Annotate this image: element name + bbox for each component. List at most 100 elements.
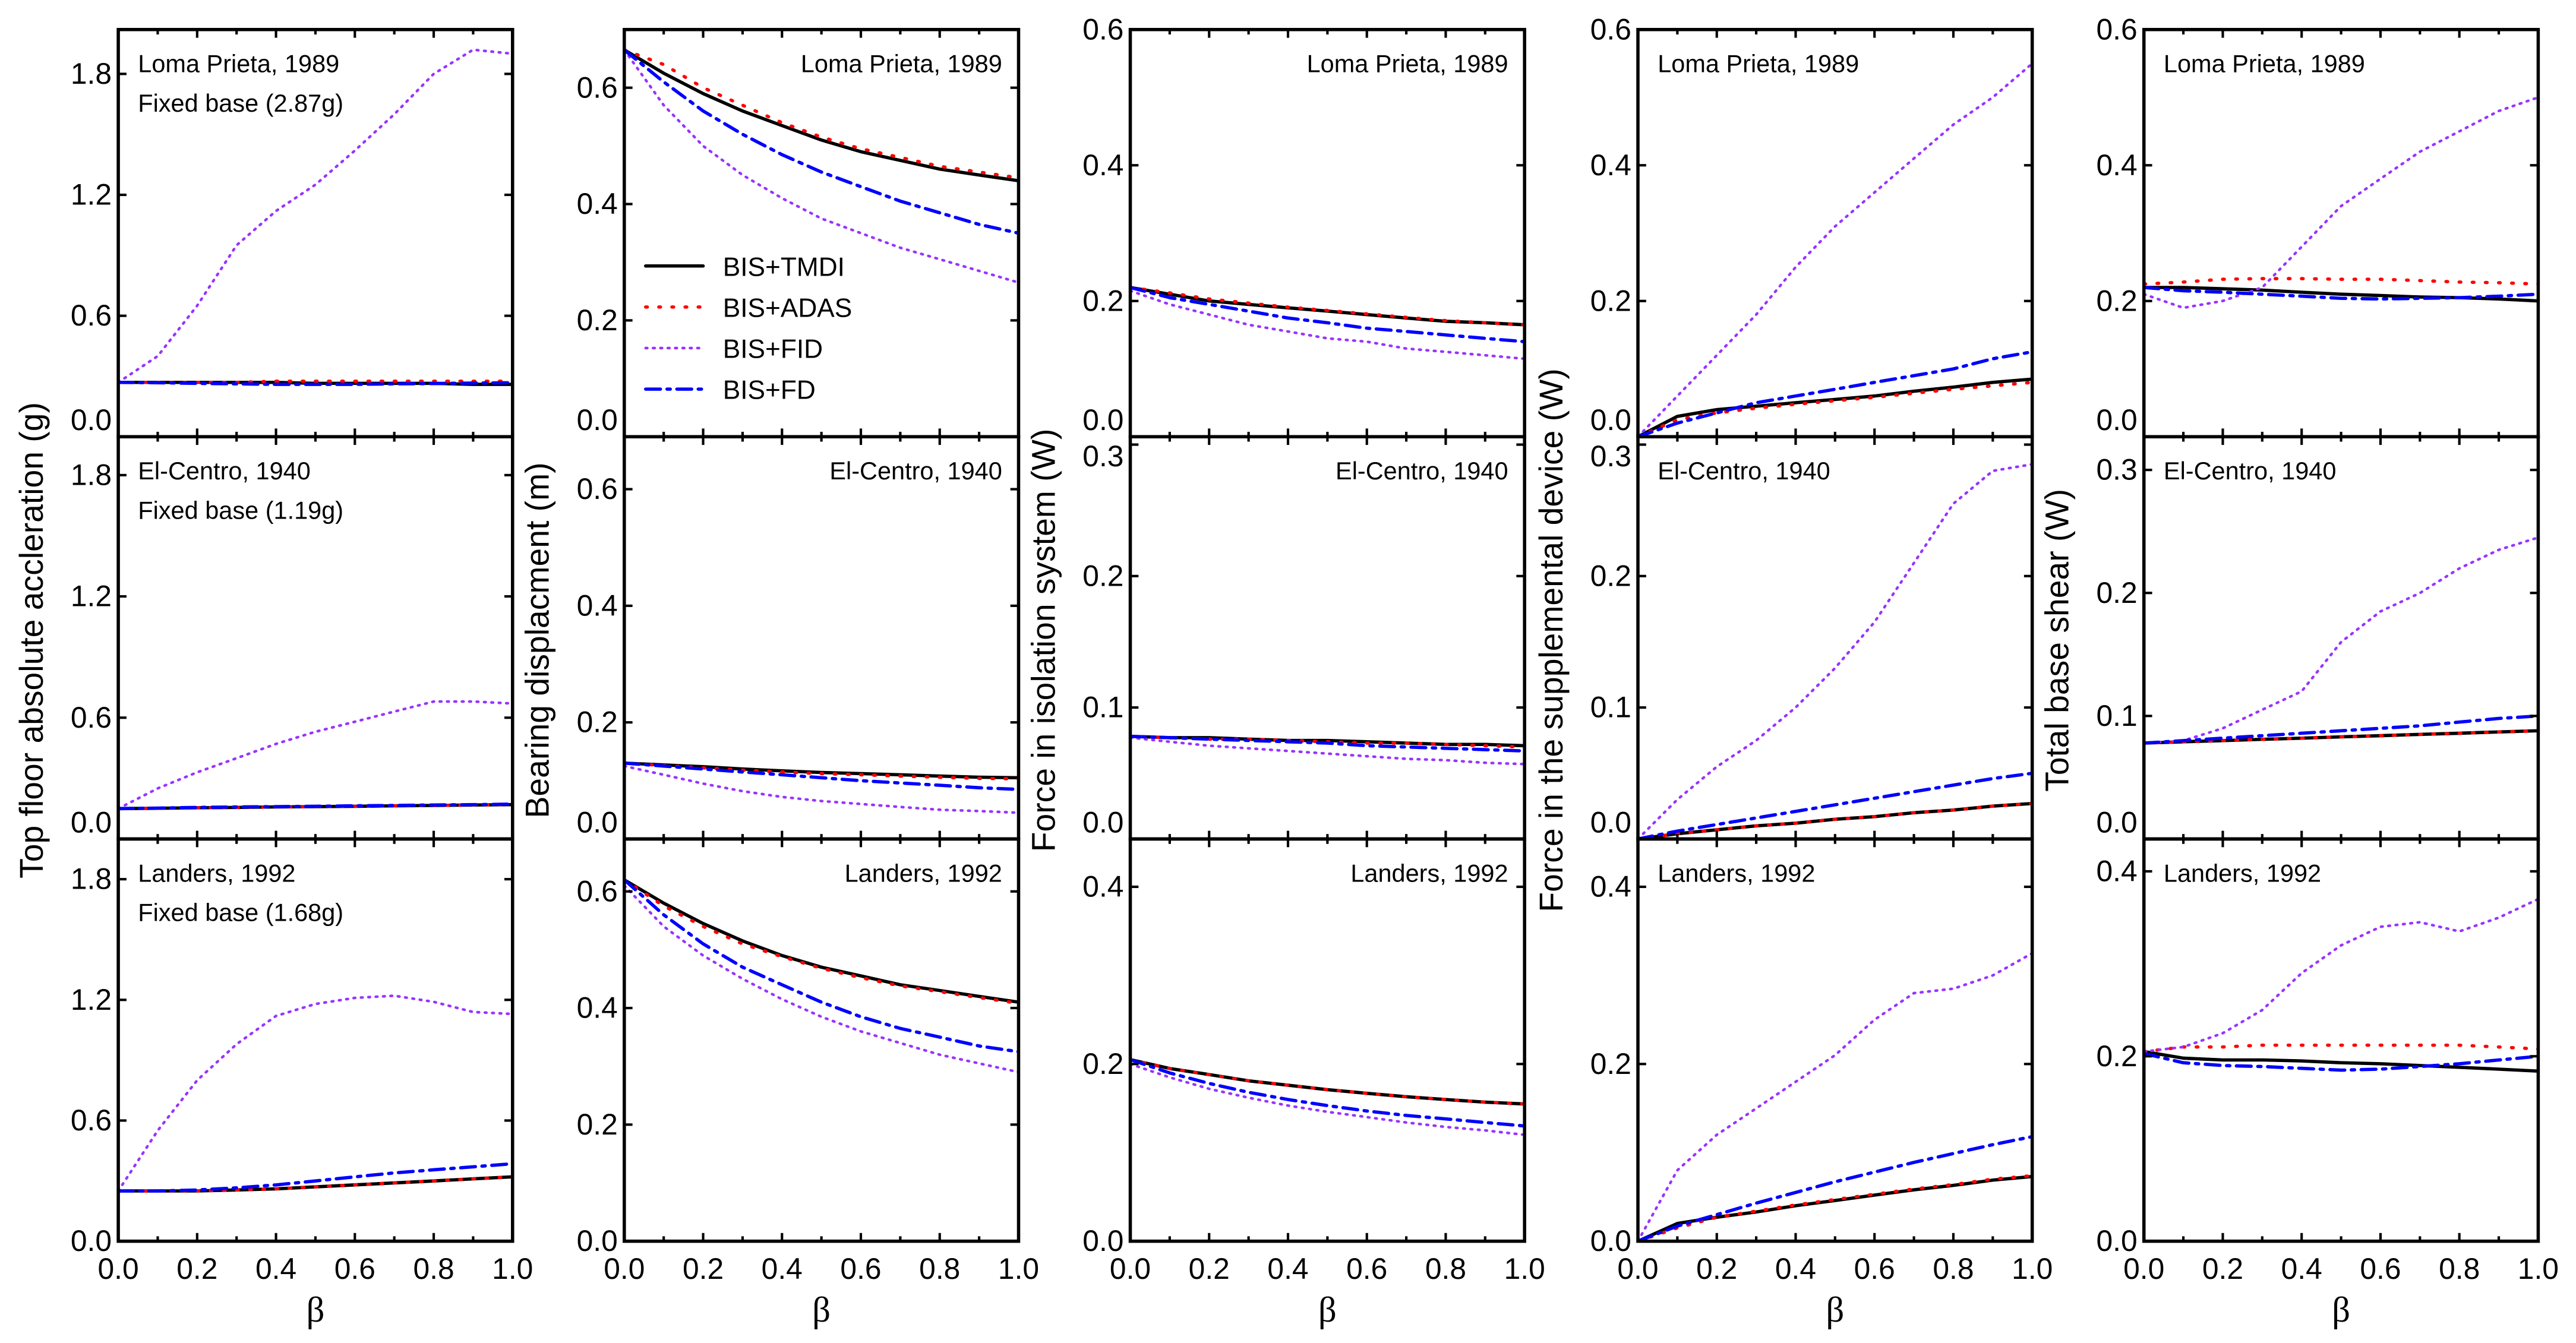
panel-3-1: 0.0 0.6 1.2 1.8 Landers, 1992 Fixed base (1.6…	[71, 837, 514, 1257]
x-tick-label: 0.6	[1854, 1252, 1895, 1285]
y-tick-label: 0.2	[1590, 559, 1631, 592]
series-line-tmdi	[624, 761, 1019, 780]
y-tick-label: 0.0	[1590, 805, 1631, 839]
series-line-tmdi	[1130, 286, 1525, 327]
y-tick-label: 0.6	[71, 701, 112, 734]
y-tick-label: 0.4	[1590, 870, 1631, 903]
y-tick-label: 0.1	[1590, 691, 1631, 724]
x-tick-label: 0.8	[2439, 1252, 2480, 1285]
series-line-adas	[2143, 1043, 2539, 1054]
y-tick-label: 0.0	[1082, 403, 1123, 437]
y-tick-label: 0.6	[1590, 12, 1631, 46]
panel-1-1: 0.0 0.6 1.2 1.8 Loma Prieta, 1989 Fixed base …	[71, 27, 514, 439]
series-line-tmdi	[1638, 801, 2032, 839]
series-line-fid	[1638, 952, 2032, 1241]
y-tick-label: 0.0	[71, 403, 112, 437]
x-tick-label: 0.8	[1933, 1252, 1974, 1285]
series-line-fid	[624, 764, 1019, 814]
y-tick-label: 0.3	[2096, 453, 2137, 486]
series-line-adas	[1638, 1174, 2032, 1241]
y-tick-label: 0.4	[1082, 870, 1123, 903]
plot-frame	[1128, 435, 1526, 841]
x-tick-label: 0.6	[2360, 1252, 2401, 1285]
y-tick-label: 0.3	[1590, 440, 1631, 473]
series-line-fd	[1130, 1058, 1525, 1128]
y-tick-label: 0.4	[1082, 148, 1123, 182]
column-2: Bearing displacment (m) 0.0 0.2 0.4 0.6 Loma …	[519, 27, 1039, 1330]
x-axis-label: β	[1318, 1290, 1337, 1330]
y-tick-label: 0.2	[1082, 284, 1123, 317]
legend: BIS+TMDI BIS+ADAS BIS+FID BIS+FD	[644, 252, 852, 405]
x-tick-label: 1.0	[2012, 1252, 2053, 1285]
series-line-fd	[2143, 714, 2539, 745]
series-line-tmdi	[1130, 1058, 1525, 1106]
y-tick-label: 0.4	[2096, 148, 2137, 182]
y-tick-label: 0.2	[577, 1108, 618, 1141]
y-tick-label: 0.6	[1082, 12, 1123, 46]
panel-3-4: 0.0 0.2 0.4 Landers, 1992	[1590, 837, 2034, 1257]
panel-1-4: 0.0 0.2 0.4 0.6 Loma Prieta, 1989	[1590, 12, 2034, 439]
series-line-fid	[1130, 289, 1525, 361]
y-tick-label: 0.6	[577, 874, 618, 908]
x-tick-label: 0.4	[2281, 1252, 2322, 1285]
y-tick-label: 0.4	[1590, 148, 1631, 182]
x-tick-label: 0.6	[334, 1252, 375, 1285]
x-tick-label: 1.0	[492, 1252, 533, 1285]
y-axis-label: Force in isolation system (W)	[1025, 429, 1062, 852]
y-tick-label: 0.0	[577, 1224, 618, 1257]
series-line-fid	[624, 884, 1019, 1074]
series-line-fd	[118, 1162, 513, 1193]
series-line-fid	[118, 48, 513, 384]
y-tick-label: 1.2	[71, 983, 112, 1016]
y-tick-label: 0.2	[2096, 284, 2137, 317]
series-line-fd	[624, 48, 1019, 235]
y-axis-label: Force in the supplemental device (W)	[1533, 368, 1570, 912]
y-tick-label: 0.0	[577, 403, 618, 437]
y-tick-label: 0.2	[2096, 1039, 2137, 1073]
y-tick-label: 1.8	[71, 862, 112, 896]
y-axis-label: Total base shear (W)	[2039, 489, 2076, 792]
series-line-fid	[2143, 536, 2539, 745]
y-tick-label: 0.0	[71, 1224, 112, 1257]
series-line-fid	[2143, 898, 2539, 1053]
x-tick-label: 0.4	[1267, 1252, 1308, 1285]
panel-1-5: 0.0 0.2 0.4 0.6 Loma Prieta, 1989	[2096, 12, 2540, 439]
series-line-fd	[624, 878, 1019, 1054]
panel-3-2: 0.0 0.2 0.4 0.6 Landers, 1992	[577, 837, 1021, 1257]
x-tick-label: 1.0	[2518, 1252, 2559, 1285]
panel-title: El-Centro, 1940	[2164, 457, 2337, 485]
series-line-adas	[1130, 1058, 1525, 1106]
series-line-fid	[118, 994, 513, 1193]
y-tick-label: 0.2	[2096, 576, 2137, 609]
panel-2-2: 0.0 0.2 0.4 0.6 El-Centro, 1940	[577, 435, 1021, 841]
x-tick-label: 1.0	[998, 1252, 1039, 1285]
x-axis-label: β	[306, 1290, 324, 1330]
plot-frame	[1128, 837, 1526, 1243]
y-tick-label: 0.0	[1082, 1224, 1123, 1257]
x-tick-label: 0.4	[762, 1252, 803, 1285]
legend-label: BIS+FD	[723, 376, 816, 405]
panel-title: Landers, 1992	[2164, 859, 2321, 887]
column-4: Force in the supplemental device (W) 0.00…	[1533, 12, 2053, 1330]
x-axis-label: β	[812, 1290, 831, 1330]
panel-title: El-Centro, 1940	[138, 457, 311, 485]
y-tick-label: 0.6	[71, 1104, 112, 1137]
plot-frame	[2142, 435, 2540, 841]
legend-label: BIS+TMDI	[723, 252, 845, 282]
y-tick-label: 0.0	[1590, 1224, 1631, 1257]
panel-note: Fixed base (2.87g)	[138, 89, 343, 117]
y-tick-label: 0.6	[2096, 12, 2137, 46]
column-1: Top floor absolute accleration (g) 0.0 0.6…	[13, 27, 533, 1330]
series-line-tmdi	[1638, 377, 2032, 437]
y-tick-label: 0.0	[577, 805, 618, 839]
series-line-fd	[1638, 350, 2032, 437]
panel-2-4: 0.0 0.1 0.2 0.3 El-Centro, 1940	[1590, 435, 2034, 841]
y-tick-label: 0.6	[71, 299, 112, 332]
y-tick-label: 1.8	[71, 458, 112, 491]
panel-2-3: 0.0 0.1 0.2 0.3 El-Centro, 1940	[1082, 435, 1526, 841]
y-tick-label: 0.2	[577, 304, 618, 337]
series-line-tmdi	[1638, 1174, 2032, 1241]
plot-frame	[623, 27, 1021, 439]
panel-2-5: 0.0 0.1 0.2 0.3 El-Centro, 1940	[2096, 435, 2540, 841]
x-tick-label: 0.0	[1110, 1252, 1151, 1285]
